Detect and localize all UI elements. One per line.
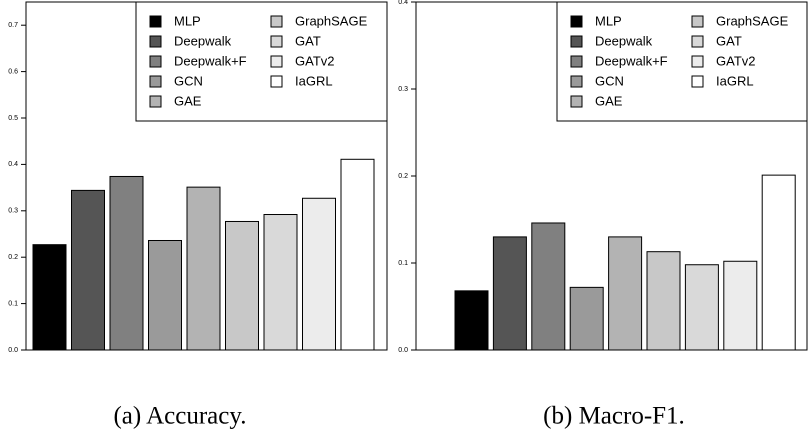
legend-label: GAE [595,93,623,108]
legend-swatch [570,95,583,108]
bar [340,158,375,351]
bar [71,189,105,351]
y-tick-label: 0.1 [8,300,18,307]
bar [646,251,681,351]
legend-swatch [270,35,283,48]
chart-title: (a) Accuracy. [113,403,246,430]
legend [135,1,388,122]
legend-label: GraphSAGE [295,13,368,28]
legend-label: GraphSAGE [716,13,789,28]
bar [723,260,758,351]
y-tick-label: 0.4 [398,0,408,6]
bar [148,239,182,351]
legend-swatch [691,15,704,28]
legend-label: GCN [174,73,203,88]
bar [109,175,144,351]
legend-label: MLP [174,13,201,28]
legend-swatch [149,95,162,108]
legend-swatch [149,35,162,48]
legend-swatch [149,15,162,28]
legend-label: GCN [595,73,624,88]
legend-label: GATv2 [295,53,335,68]
bar [684,264,719,351]
bar [32,244,67,351]
legend [556,1,808,122]
y-tick-label: 0.2 [8,254,18,261]
legend-swatch [691,75,704,88]
legend-swatch [270,15,283,28]
y-tick-label: 0.0 [8,347,18,354]
y-tick-label: 0.0 [398,347,408,354]
bar [531,222,566,351]
legend-label: Deepwalk+F [595,53,668,68]
legend-swatch [691,55,704,68]
bar [225,220,259,351]
legend-swatch [570,15,583,28]
legend-label: GAE [174,93,202,108]
y-tick-label: 0.1 [398,260,408,267]
legend-swatch [691,35,704,48]
legend-swatch [570,75,583,88]
y-tick-label: 0.3 [8,208,18,215]
bar [608,236,643,351]
y-tick-label: 0.5 [8,115,18,122]
bar [569,286,604,351]
legend-swatch [270,55,283,68]
legend-label: GAT [295,33,321,48]
y-tick-label: 0.6 [8,68,18,75]
y-tick-label: 0.4 [8,161,18,168]
legend-label: GAT [716,33,742,48]
bar [492,236,527,351]
bar [761,174,796,351]
legend-swatch [149,55,162,68]
bar [186,186,221,351]
y-tick-label: 0.2 [398,173,408,180]
legend-swatch [149,75,162,88]
y-tick-label: 0.7 [8,22,18,29]
legend-label: Deepwalk [174,33,232,48]
legend-label: IaGRL [716,73,754,88]
legend-label: MLP [595,13,622,28]
y-tick-label: 0.3 [398,86,408,93]
legend-label: Deepwalk+F [174,53,247,68]
legend-label: GATv2 [716,53,756,68]
bar [302,197,336,351]
legend-swatch [570,35,583,48]
chart-title: (b) Macro-F1. [543,403,685,430]
bar [263,214,298,351]
legend-label: Deepwalk [595,33,653,48]
legend-label: IaGRL [295,73,333,88]
legend-swatch [270,75,283,88]
legend-swatch [570,55,583,68]
bar [454,290,489,351]
